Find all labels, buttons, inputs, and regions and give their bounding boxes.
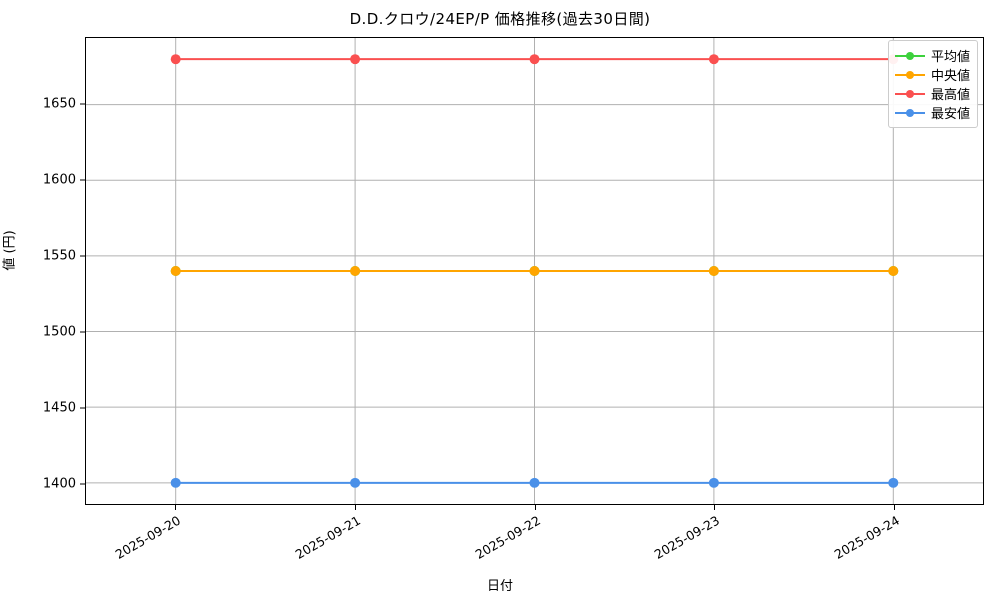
legend-entry-2[interactable]: 最高値 [895, 84, 970, 103]
y-tick-mark [80, 331, 85, 333]
data-point-marker [888, 266, 899, 276]
chart-title: D.D.クロウ/24EP/P 価格推移(過去30日間) [349, 10, 651, 28]
legend-swatch-icon [895, 88, 925, 100]
data-point-marker [529, 266, 540, 276]
x-tick-mark [174, 505, 176, 510]
x-axis-tick-labels: 2025-09-20 2025-09-21 2025-09-22 2025-09-23… [0, 513, 1000, 573]
legend-entry-3[interactable]: 最安値 [895, 103, 970, 122]
data-point-marker [708, 266, 719, 276]
data-point-marker [350, 477, 361, 488]
x-tick-mark [354, 505, 356, 510]
y-tick-label: 1650 [42, 96, 76, 112]
y-tick-label: 1450 [42, 400, 76, 416]
legend-label: 最安値 [931, 107, 971, 122]
legend-label: 最高値 [931, 88, 971, 103]
y-tick-label: 1600 [42, 172, 76, 188]
series-3 [170, 477, 899, 488]
x-tick-label: 2025-09-20 [112, 512, 183, 562]
x-axis-label: 日付 [486, 579, 513, 594]
legend-swatch-icon [895, 69, 925, 81]
y-tick-mark [80, 179, 85, 181]
data-point-marker [529, 477, 540, 488]
data-point-marker [708, 477, 719, 488]
y-tick-label: 1500 [42, 324, 76, 340]
legend-swatch-icon [895, 107, 925, 119]
legend-entry-0[interactable]: 平均値 [895, 46, 970, 65]
y-tick-label: 1400 [42, 476, 76, 492]
legend-label: 中央値 [931, 69, 971, 84]
legend-entry-1[interactable]: 中央値 [895, 65, 970, 84]
y-tick-mark [80, 483, 85, 485]
data-point-marker [170, 477, 181, 488]
x-tick-label: 2025-09-24 [831, 512, 903, 562]
data-point-marker [170, 54, 181, 65]
y-tick-mark [80, 255, 85, 257]
series-1 [170, 266, 899, 276]
legend-swatch-icon [895, 50, 925, 62]
y-tick-label: 1550 [42, 248, 76, 264]
x-tick-mark [714, 505, 716, 510]
x-tick-mark [534, 505, 536, 510]
data-point-marker [888, 477, 899, 488]
data-point-marker [170, 266, 181, 276]
x-tick-label: 2025-09-23 [651, 512, 723, 562]
x-tick-label: 2025-09-21 [292, 512, 363, 562]
data-point-marker [350, 54, 361, 65]
data-point-marker [708, 54, 719, 65]
chart-legend[interactable]: 平均値中央値最高値最安値 [888, 40, 979, 128]
y-tick-mark [80, 407, 85, 409]
x-tick-label: 2025-09-22 [472, 512, 543, 562]
plot-area [85, 37, 984, 505]
legend-label: 平均値 [931, 50, 971, 65]
series-2 [170, 54, 899, 65]
data-series-layer [170, 54, 899, 488]
x-tick-mark [894, 505, 896, 510]
data-point-marker [529, 54, 540, 65]
y-tick-mark [80, 103, 85, 105]
y-axis-tick-labels: 1400 1450 1500 1550 1600 1650 [0, 37, 76, 505]
data-point-marker [350, 266, 361, 276]
